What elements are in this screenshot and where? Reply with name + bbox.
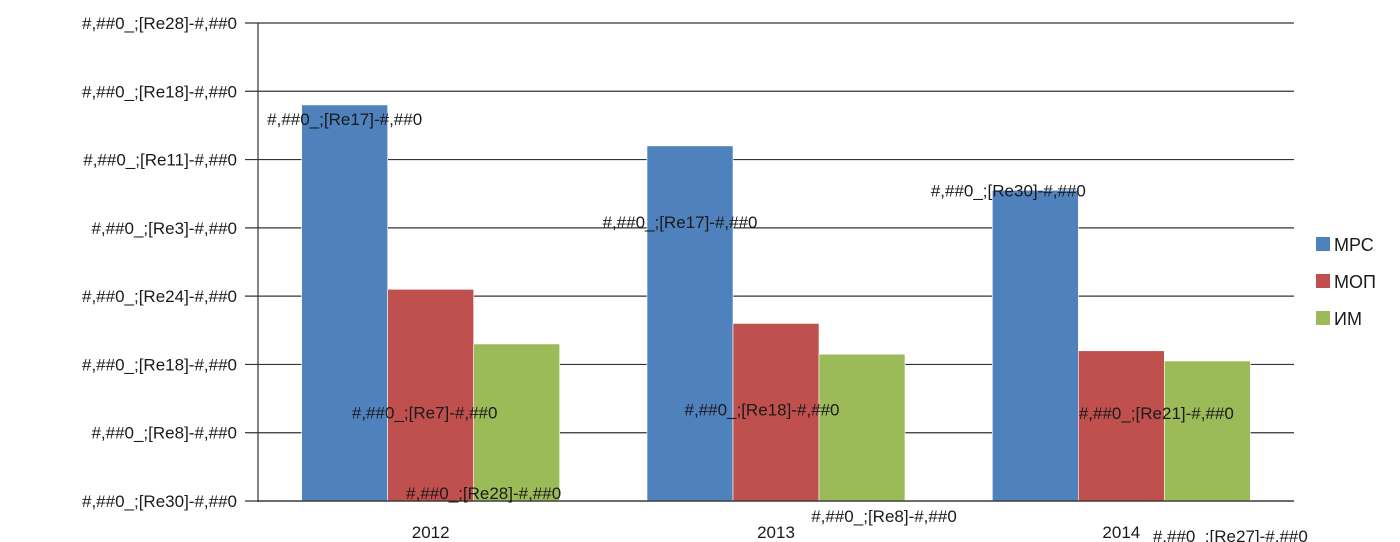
data-label: #,##0_;[Re30]-#,##0: [931, 181, 1086, 200]
legend-label: МОП: [1334, 272, 1376, 292]
data-label: #,##0_;[Re21]-#,##0: [1079, 404, 1234, 423]
bar: [818, 353, 906, 502]
bars: [301, 104, 1251, 502]
bar: [732, 323, 820, 502]
data-label: #,##0_;[Re17]-#,##0: [267, 110, 422, 129]
x-tick-label: 2013: [757, 523, 795, 542]
data-label: #,##0_;[Re18]-#,##0: [684, 400, 839, 419]
bar: [473, 343, 560, 502]
legend-swatch: [1316, 311, 1330, 325]
bar: [646, 145, 734, 502]
data-label: #,##0_;[Re8]-#,##0: [811, 507, 957, 526]
bar: [387, 289, 474, 502]
legend: МРС МОП ИМ: [1316, 235, 1376, 329]
legend-swatch: [1316, 237, 1330, 251]
y-tick-label: #,##0_;[Re18]-#,##0: [82, 82, 237, 101]
y-tick-label: #,##0_;[Re8]-#,##0: [91, 424, 237, 443]
data-label: #,##0_;[Re17]-#,##0: [602, 213, 757, 232]
data-label: #,##0_;[Re28]-#,##0: [406, 484, 561, 503]
x-tick-label: 2014: [1102, 523, 1140, 542]
bar: [1078, 350, 1165, 502]
y-tick-label: #,##0_;[Re18]-#,##0: [82, 355, 237, 374]
y-tick-label: #,##0_;[Re3]-#,##0: [91, 219, 237, 238]
bar: [992, 190, 1079, 502]
y-tick-label: #,##0_;[Re30]-#,##0: [82, 492, 237, 511]
bar: [1164, 360, 1251, 502]
y-tick-label: #,##0_;[Re11]-#,##0: [83, 151, 237, 170]
data-label: #,##0_;[Re7]-#,##0: [352, 403, 498, 422]
bar: [301, 104, 388, 502]
y-tick-label: #,##0_;[Re28]-#,##0: [82, 14, 237, 33]
legend-swatch: [1316, 274, 1330, 288]
legend-label: ИМ: [1334, 309, 1362, 329]
x-tick-label: 2012: [412, 523, 450, 542]
axes: #,##0_;[Re30]-#,##0 #,##0_;[Re8]-#,##0 #,#…: [82, 14, 1294, 542]
y-tick-label: #,##0_;[Re24]-#,##0: [82, 287, 237, 306]
legend-label: МРС: [1334, 235, 1374, 255]
data-labels: #,##0_;[Re17]-#,##0 #,##0_;[Re17]-#,##0 #,…: [267, 110, 1308, 542]
data-label: #,##0_;[Re27]-#,##0: [1153, 527, 1308, 542]
